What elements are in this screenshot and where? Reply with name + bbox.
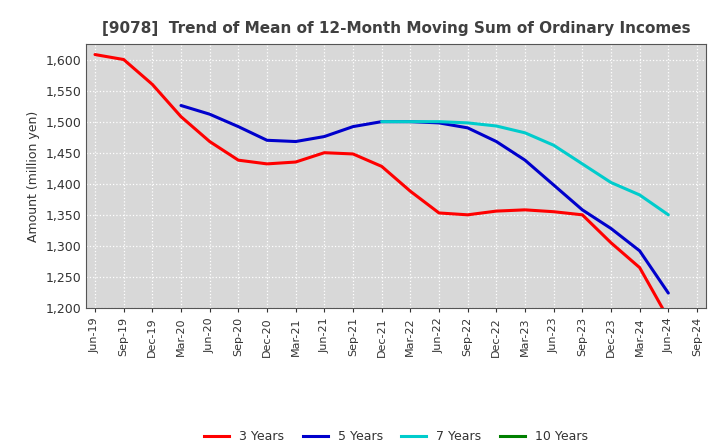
3 Years [635, 265, 644, 270]
3 Years [549, 209, 558, 214]
7 Years [406, 119, 415, 124]
7 Years [464, 120, 472, 125]
3 Years [176, 114, 185, 119]
Legend: 3 Years, 5 Years, 7 Years, 10 Years: 3 Years, 5 Years, 7 Years, 10 Years [199, 425, 593, 440]
5 Years [578, 207, 587, 213]
5 Years [205, 112, 214, 117]
5 Years [521, 158, 529, 163]
5 Years [234, 124, 243, 129]
3 Years [521, 207, 529, 213]
5 Years [348, 124, 357, 129]
5 Years [435, 120, 444, 125]
3 Years [406, 189, 415, 194]
5 Years [635, 248, 644, 253]
3 Years [292, 159, 300, 165]
Y-axis label: Amount (million yen): Amount (million yen) [27, 110, 40, 242]
5 Years [464, 125, 472, 131]
3 Years [320, 150, 328, 155]
7 Years [492, 123, 500, 128]
5 Years [492, 139, 500, 144]
3 Years [435, 210, 444, 216]
5 Years [406, 119, 415, 124]
Line: 5 Years: 5 Years [181, 106, 668, 293]
3 Years [263, 161, 271, 166]
5 Years [263, 138, 271, 143]
7 Years [377, 119, 386, 124]
3 Years [234, 158, 243, 163]
Title: [9078]  Trend of Mean of 12-Month Moving Sum of Ordinary Incomes: [9078] Trend of Mean of 12-Month Moving … [102, 21, 690, 36]
Line: 7 Years: 7 Years [382, 121, 668, 215]
7 Years [435, 119, 444, 124]
5 Years [607, 226, 616, 231]
Line: 3 Years: 3 Years [95, 55, 668, 319]
3 Years [578, 212, 587, 217]
3 Years [664, 316, 672, 321]
7 Years [635, 192, 644, 198]
3 Years [91, 52, 99, 57]
5 Years [176, 103, 185, 108]
3 Years [492, 209, 500, 214]
7 Years [549, 143, 558, 148]
3 Years [148, 82, 157, 87]
7 Years [521, 130, 529, 136]
3 Years [205, 139, 214, 144]
5 Years [549, 182, 558, 187]
7 Years [578, 161, 587, 166]
3 Years [377, 164, 386, 169]
3 Years [120, 57, 128, 62]
5 Years [320, 134, 328, 139]
7 Years [607, 180, 616, 185]
3 Years [348, 151, 357, 157]
3 Years [464, 212, 472, 217]
5 Years [292, 139, 300, 144]
5 Years [377, 119, 386, 124]
3 Years [607, 240, 616, 246]
7 Years [664, 212, 672, 217]
5 Years [664, 290, 672, 296]
